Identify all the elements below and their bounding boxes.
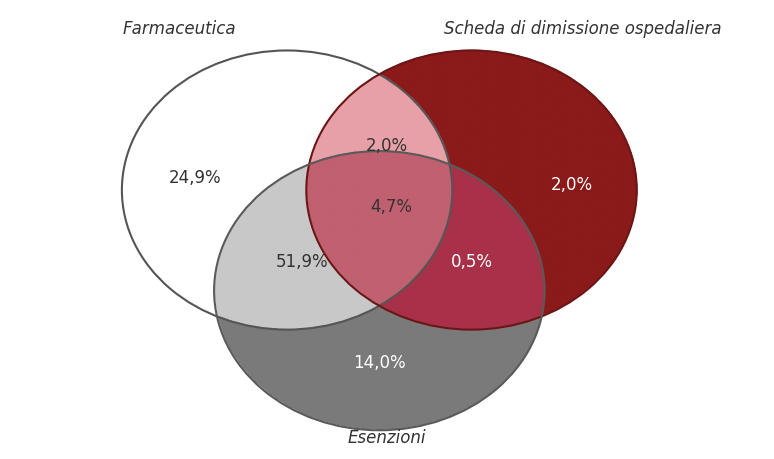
Text: Farmaceutica: Farmaceutica: [123, 20, 236, 38]
Text: 2,0%: 2,0%: [366, 136, 408, 154]
Text: 24,9%: 24,9%: [169, 169, 221, 187]
Text: 51,9%: 51,9%: [276, 253, 329, 271]
Text: 0,5%: 0,5%: [450, 253, 492, 271]
Text: 2,0%: 2,0%: [550, 175, 592, 193]
Text: 4,7%: 4,7%: [370, 198, 412, 216]
Text: 14,0%: 14,0%: [353, 353, 406, 371]
Text: Scheda di dimissione ospedaliera: Scheda di dimissione ospedaliera: [444, 20, 722, 38]
Text: Esenzioni: Esenzioni: [348, 428, 426, 446]
